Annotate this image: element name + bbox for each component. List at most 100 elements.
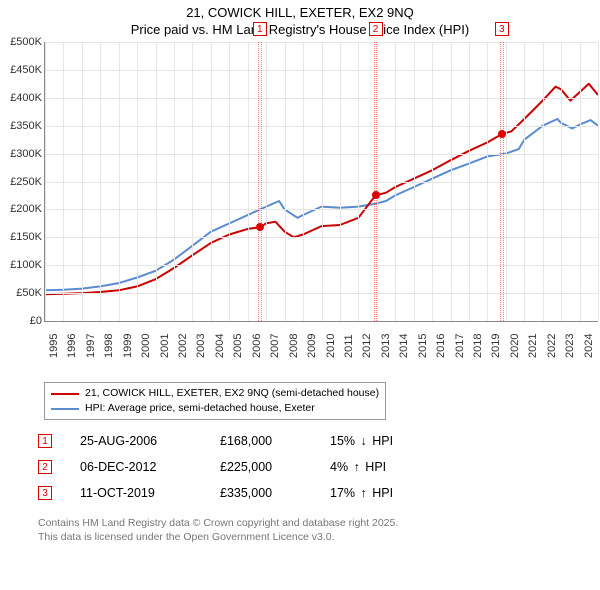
gridline-v [358,42,359,321]
sale-price: £168,000 [220,428,330,454]
sale-row: 1 25-AUG-2006£168,00015% ↓ HPI [38,428,450,454]
x-tick-label: 2006 [251,334,263,358]
y-tick-label: £0 [2,315,42,327]
gridline-v [432,42,433,321]
sale-marker-box: 2 [369,22,383,36]
gridline-v [469,42,470,321]
gridline-v [451,42,452,321]
gridline-v [322,42,323,321]
legend: 21, COWICK HILL, EXETER, EX2 9NQ (semi-d… [44,382,386,420]
gridline-v [580,42,581,321]
x-tick-label: 2002 [177,334,189,358]
x-tick-label: 2020 [509,334,521,358]
x-tick-label: 2014 [398,334,410,358]
y-tick-label: £400K [2,92,42,104]
x-tick-label: 2007 [269,334,281,358]
x-tick-label: 2017 [454,334,466,358]
chart-title-line2: Price paid vs. HM Land Registry's House … [0,21,600,38]
legend-label-hpi: HPI: Average price, semi-detached house,… [85,401,315,416]
legend-swatch-hpi [51,408,79,410]
arrow-up-icon: ↑ [361,486,367,500]
gridline-v [561,42,562,321]
gridline-v [303,42,304,321]
sale-delta-suffix: HPI [372,486,393,500]
gridline-v [137,42,138,321]
sale-date: 25-AUG-2006 [80,428,220,454]
sale-price: £225,000 [220,454,330,480]
x-tick-label: 2023 [564,334,576,358]
sale-highlight-band [258,42,262,321]
y-tick-label: £300K [2,148,42,160]
y-tick-label: £200K [2,203,42,215]
sale-delta-pct: 4% [330,460,348,474]
x-tick-label: 2013 [380,334,392,358]
y-tick-label: £150K [2,231,42,243]
gridline-v [192,42,193,321]
gridline-v [543,42,544,321]
x-tick-label: 2015 [417,334,429,358]
x-tick-label: 2010 [325,334,337,358]
sale-point [372,191,380,199]
sale-delta-pct: 17% [330,486,355,500]
gridline-v [45,42,46,321]
sale-date: 06-DEC-2012 [80,454,220,480]
sale-marker-box: 1 [253,22,267,36]
x-tick-label: 1997 [85,334,97,358]
sale-row-marker: 2 [38,460,52,474]
sale-delta-pct: 15% [330,434,355,448]
gridline-v [63,42,64,321]
sale-point [256,223,264,231]
x-tick-label: 2024 [583,334,595,358]
legend-row-hpi: HPI: Average price, semi-detached house,… [51,401,379,416]
x-tick-label: 2011 [343,334,355,358]
sale-delta: 15% ↓ HPI [330,428,450,454]
sale-row: 2 06-DEC-2012£225,0004% ↑ HPI [38,454,450,480]
footer-line2: This data is licensed under the Open Gov… [38,530,398,544]
x-tick-label: 2004 [214,334,226,358]
sale-price: £335,000 [220,480,330,506]
attribution-footer: Contains HM Land Registry data © Crown c… [38,516,398,544]
sales-table: 1 25-AUG-2006£168,00015% ↓ HPI 2 06-DEC-201… [38,428,450,506]
sale-date: 11-OCT-2019 [80,480,220,506]
chart: £0£50K£100K£150K£200K£250K£300K£350K£400… [2,42,598,372]
sale-highlight-band [500,42,504,321]
gridline-v [211,42,212,321]
legend-swatch-property [51,393,79,395]
x-tick-label: 1996 [66,334,78,358]
gridline-v [506,42,507,321]
sale-delta-suffix: HPI [365,460,386,474]
gridline-v [229,42,230,321]
x-tick-label: 2008 [288,334,300,358]
x-tick-label: 2009 [306,334,318,358]
x-tick-label: 2018 [472,334,484,358]
legend-row-property: 21, COWICK HILL, EXETER, EX2 9NQ (semi-d… [51,386,379,401]
x-tick-label: 2003 [195,334,207,358]
x-tick-label: 2012 [361,334,373,358]
y-tick-label: £450K [2,64,42,76]
sale-delta-suffix: HPI [372,434,393,448]
y-tick-label: £50K [2,287,42,299]
gridline-v [598,42,599,321]
y-tick-label: £100K [2,259,42,271]
footer-line1: Contains HM Land Registry data © Crown c… [38,516,398,530]
sale-row: 311-OCT-2019£335,00017% ↑ HPI [38,480,450,506]
sale-row-marker: 1 [38,434,52,448]
arrow-up-icon: ↑ [354,460,360,474]
sale-delta: 17% ↑ HPI [330,480,450,506]
x-tick-label: 1995 [48,334,60,358]
gridline-v [524,42,525,321]
gridline-v [285,42,286,321]
gridline-v [156,42,157,321]
gridline-v [248,42,249,321]
sale-marker-box: 3 [495,22,509,36]
gridline-v [82,42,83,321]
gridline-v [487,42,488,321]
x-tick-label: 2016 [435,334,447,358]
sale-highlight-band [374,42,378,321]
chart-title-line1: 21, COWICK HILL, EXETER, EX2 9NQ [0,4,600,21]
x-tick-label: 2021 [527,334,539,358]
gridline-v [395,42,396,321]
gridline-v [340,42,341,321]
gridline-v [266,42,267,321]
gridline-v [100,42,101,321]
